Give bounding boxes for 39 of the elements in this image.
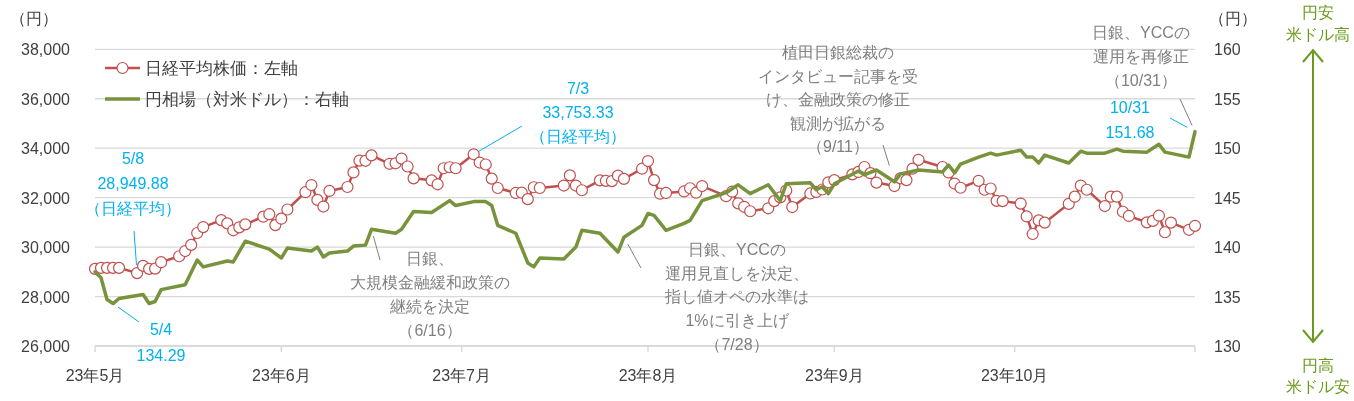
annotation: 5/4 134.29 [117,306,186,364]
annotation: 10/31 151.68 [1105,99,1188,141]
y2-tick-label: 145 [1214,189,1241,207]
annotation: 日銀、YCCの運用見直しを決定、指し値オペの水準は1%に引き上げ（7/28） [664,241,809,353]
x-tick-label: 23年8月 [618,367,678,384]
y2-axis-title: （円） [1209,10,1257,27]
annotation: 7/3 33,753.33 （日経平均） [478,80,626,152]
y2-tick-label: 130 [1214,338,1241,355]
annotation: 日銀、大規模金融緩和政策の継続を決定（6/16） [350,235,510,339]
x-tick-label: 23年6月 [251,367,311,384]
annotation: 植田日銀総裁のインタビュー記事を受け、金融政策の修正観測が拡がる（9/11） [758,44,918,167]
y-tick-label: 34,000 [21,140,71,158]
annotation: 円高米ドル安 [1286,357,1350,395]
y2-tick-label: 140 [1214,239,1241,257]
y2-tick-label: 160 [1214,41,1241,59]
y-axis-title: （円） [10,10,58,27]
y2-tick-label: 155 [1214,90,1241,108]
annotation: 円安米ドル高 [1286,4,1350,43]
x-tick-label: 23年5月 [65,367,125,384]
y2-tick-label: 150 [1214,140,1241,158]
annotation: 7/3 33,753.33 （日経平均） [530,80,626,145]
annotation: 日銀、YCCの運用見直しを決定、指し値オペの水準は1%に引き上げ（7/28） [627,241,809,353]
y-tick-label: 26,000 [21,338,71,355]
annotation: 5/8 28,949.88 （日経平均） [85,150,181,217]
y-tick-label: 28,000 [21,288,71,306]
x-tick-label: 23年10月 [980,367,1049,384]
annotation: 日銀、YCCの運用を再修正（10/31） [1092,24,1190,89]
y-tick-label: 32,000 [21,189,71,207]
legend-label: 日経平均株価：左軸 [145,59,298,78]
y-tick-label: 36,000 [21,90,71,108]
y-tick-label: 30,000 [21,239,71,257]
y-tick-label: 38,000 [21,41,71,59]
x-tick-label: 23年7月 [432,367,492,384]
annotation: 10/31 151.68 [1105,99,1155,141]
annotation: 5/4 134.29 [136,321,186,364]
legend-label: 円相場（対米ドル）：右軸 [145,90,349,109]
y2-tick-label: 135 [1214,288,1241,306]
annotation: 5/8 28,949.88 （日経平均） [85,150,181,266]
x-tick-label: 23年9月 [804,367,864,384]
